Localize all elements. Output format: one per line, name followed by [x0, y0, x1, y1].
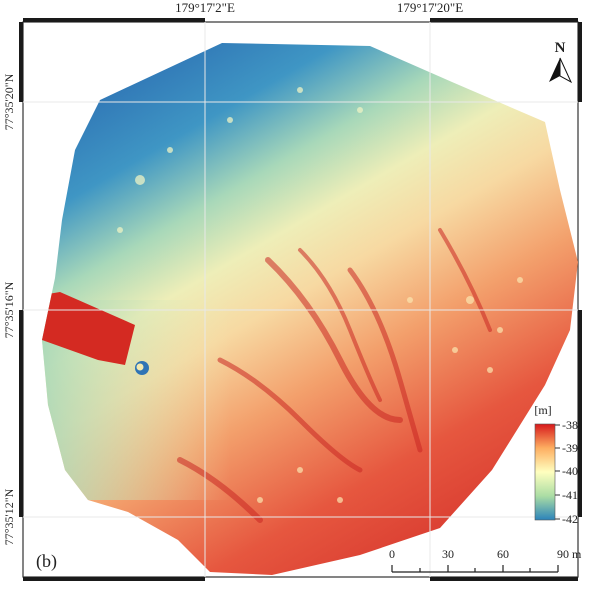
north-arrow-icon: N	[549, 40, 573, 84]
frame-ticks	[19, 18, 582, 581]
longitude-label-2: 179°17'20"E	[397, 0, 463, 15]
latitude-label-3: 77°35'12"N	[2, 488, 16, 545]
legend-tick: -41	[562, 488, 578, 502]
legend-unit: [m]	[534, 403, 551, 417]
legend-tick: -40	[562, 464, 578, 478]
graticule	[23, 22, 578, 577]
panel-label: (b)	[36, 551, 57, 572]
scale-tick-label: 0	[389, 547, 395, 561]
latitude-label-1: 77°35'20"N	[2, 73, 16, 130]
elevation-legend: [m] -38 -39 -40 -41 -42	[534, 403, 578, 526]
legend-tick: -38	[562, 418, 578, 432]
north-label: N	[555, 40, 566, 56]
legend-tick: -39	[562, 441, 578, 455]
legend-colorbar	[534, 423, 556, 521]
scale-tick-label: 30	[442, 547, 454, 561]
scale-tick-label: 90 m	[557, 547, 582, 561]
legend-tick: -42	[562, 512, 578, 526]
scale-tick-label: 60	[497, 547, 509, 561]
latitude-label-2: 77°35'16"N	[2, 281, 16, 338]
scale-bar: 0 30 60 90 m	[389, 547, 582, 573]
longitude-label-1: 179°17'2"E	[175, 0, 235, 15]
